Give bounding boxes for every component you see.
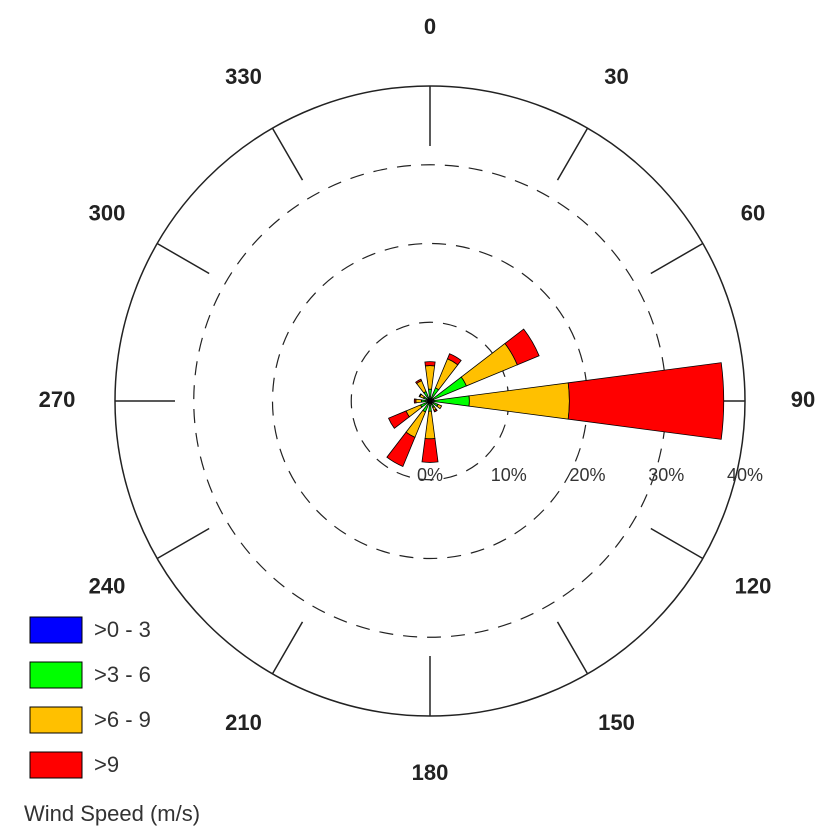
legend-label: >3 - 6 [94, 662, 151, 687]
angle-tick [156, 242, 210, 275]
legend-swatch [29, 706, 83, 734]
r-tick-label: 20% [569, 465, 605, 485]
r-tick-label: 40% [727, 465, 763, 485]
angle-tick [650, 242, 704, 275]
r-tick-label: 30% [648, 465, 684, 485]
angle-label: 210 [225, 710, 262, 735]
legend-swatch [29, 616, 83, 644]
angle-tick [556, 621, 589, 675]
wedge [428, 402, 432, 412]
angle-tick [556, 127, 589, 181]
legend-swatch [29, 661, 83, 689]
angle-label: 330 [225, 64, 262, 89]
angle-label: 300 [89, 200, 126, 225]
wedge [424, 410, 436, 440]
wedge [421, 438, 439, 463]
angle-tick [271, 621, 304, 675]
angle-tick [271, 127, 304, 181]
wedge [424, 365, 436, 390]
wedge [436, 403, 443, 410]
wedge [413, 398, 417, 404]
wedge [424, 361, 436, 367]
angle-label: 120 [735, 573, 772, 598]
wedge [386, 431, 416, 468]
wedge [433, 408, 438, 413]
angle-label: 240 [89, 573, 126, 598]
wedge [420, 399, 429, 403]
wedge [415, 398, 422, 404]
angle-tick [650, 527, 704, 560]
angle-label: 0 [424, 14, 436, 39]
legend-swatch [29, 751, 83, 779]
angle-label: 60 [741, 200, 765, 225]
angle-label: 90 [791, 387, 815, 412]
r-tick-label: 10% [491, 465, 527, 485]
legend-label: >9 [94, 752, 119, 777]
angle-label: 150 [598, 710, 635, 735]
legend-label: >6 - 9 [94, 707, 151, 732]
angle-label: 180 [412, 760, 449, 785]
wedge [446, 353, 462, 366]
wedge [415, 378, 423, 385]
wedge [418, 393, 422, 398]
r-tick-label: 0% [417, 465, 443, 485]
legend-title: Wind Speed (m/s) [24, 801, 200, 826]
wedge [504, 328, 540, 366]
wedge [468, 382, 570, 420]
angle-tick [156, 527, 210, 560]
legend-label: >0 - 3 [94, 617, 151, 642]
angle-label: 30 [604, 64, 628, 89]
angle-label: 270 [39, 387, 76, 412]
wedge [388, 410, 410, 429]
wedge [567, 362, 725, 440]
wedge [428, 388, 432, 400]
